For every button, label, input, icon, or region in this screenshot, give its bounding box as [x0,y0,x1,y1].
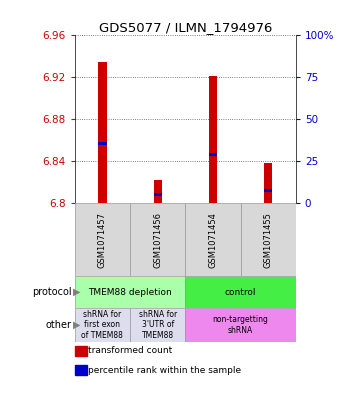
Bar [98,142,106,145]
Text: GSM1071455: GSM1071455 [264,212,273,268]
Text: GSM1071454: GSM1071454 [208,212,217,268]
Text: percentile rank within the sample: percentile rank within the sample [88,366,241,375]
Text: protocol: protocol [32,287,71,297]
FancyBboxPatch shape [130,203,185,276]
Text: GSM1071457: GSM1071457 [98,212,107,268]
Bar [209,153,217,156]
Bar [154,193,162,196]
FancyBboxPatch shape [75,276,185,308]
FancyBboxPatch shape [185,203,241,276]
FancyBboxPatch shape [185,276,296,308]
Text: TMEM88 depletion: TMEM88 depletion [88,288,172,297]
Bar [98,62,106,203]
Bar [264,189,272,192]
Text: shRNA for
first exon
of TMEM88: shRNA for first exon of TMEM88 [82,310,123,340]
Text: other: other [46,320,71,330]
Title: GDS5077 / ILMN_1794976: GDS5077 / ILMN_1794976 [99,21,272,34]
FancyBboxPatch shape [75,203,130,276]
Text: ▶: ▶ [73,320,81,330]
FancyBboxPatch shape [130,308,185,342]
Bar [209,76,217,203]
FancyBboxPatch shape [75,308,130,342]
Bar [154,180,162,203]
Text: ▶: ▶ [73,287,81,297]
FancyBboxPatch shape [241,203,296,276]
Text: control: control [225,288,256,297]
Text: non-targetting
shRNA: non-targetting shRNA [212,315,269,334]
Text: shRNA for
3'UTR of
TMEM88: shRNA for 3'UTR of TMEM88 [139,310,177,340]
Bar [264,163,272,203]
Text: transformed count: transformed count [88,346,173,355]
Text: GSM1071456: GSM1071456 [153,212,162,268]
FancyBboxPatch shape [185,308,296,342]
